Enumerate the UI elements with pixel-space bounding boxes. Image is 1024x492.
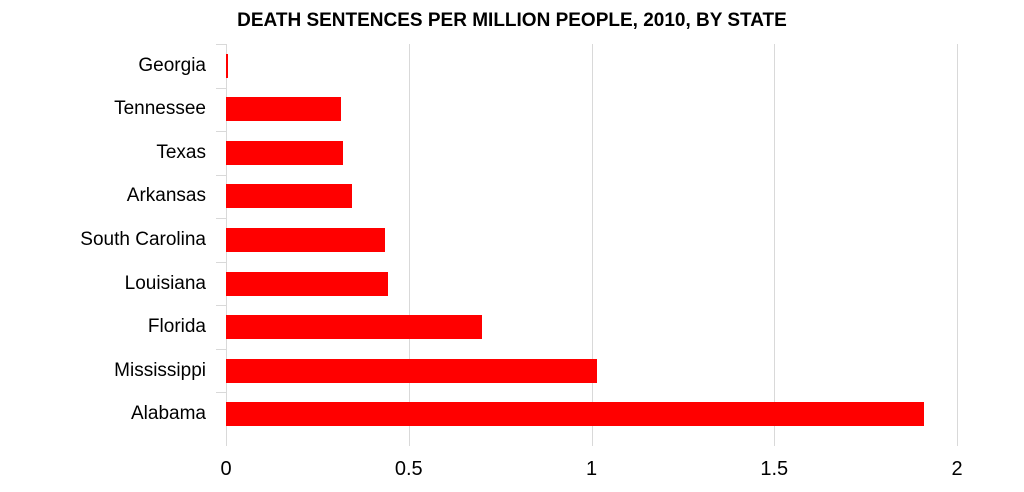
y-tick [216, 174, 226, 176]
x-tick-label: 1 [585, 458, 598, 480]
y-category-label: Mississippi [114, 359, 206, 381]
y-category-label: Georgia [138, 54, 206, 76]
y-tick [216, 348, 226, 350]
x-tick [226, 436, 227, 446]
y-category-label: Texas [156, 141, 206, 163]
y-tick [216, 44, 226, 45]
gridline [591, 44, 593, 436]
y-category-label: Alabama [131, 403, 206, 425]
bar [226, 228, 385, 252]
y-tick [216, 305, 226, 307]
bar-row [226, 271, 957, 296]
gridline [408, 44, 410, 436]
plot-area [216, 44, 958, 446]
x-tick [408, 436, 410, 446]
y-category-label: Tennessee [114, 98, 206, 120]
x-tick [957, 436, 958, 446]
bar-row [226, 184, 957, 209]
bar-row [226, 140, 957, 165]
x-tick [591, 436, 593, 446]
bar [226, 315, 482, 340]
gridline [957, 44, 958, 436]
y-category-label: Florida [147, 316, 206, 338]
y-category-label: South Carolina [80, 229, 206, 250]
bar-row [226, 97, 957, 122]
y-tick [216, 261, 226, 263]
x-tick-label: 1.5 [760, 458, 789, 480]
bar-row [226, 315, 957, 340]
bar [226, 402, 925, 427]
bar [226, 271, 388, 296]
bar [226, 358, 597, 383]
bar-row [226, 228, 957, 252]
x-tick-label: 0 [220, 458, 232, 480]
bar-row [226, 53, 957, 78]
bar [226, 184, 353, 209]
y-tick [216, 218, 226, 220]
y-tick [216, 392, 226, 394]
gridline [774, 44, 776, 436]
y-category-label: Arkansas [126, 185, 206, 207]
y-category-label: Louisiana [124, 272, 206, 294]
bar-row [226, 358, 957, 383]
bar [226, 53, 228, 78]
y-tick [216, 87, 226, 89]
y-tick [216, 131, 226, 133]
bar-row [226, 402, 957, 427]
bar [226, 140, 343, 165]
x-tick-label: 0.5 [394, 458, 423, 480]
chart-title: DEATH SENTENCES PER MILLION PEOPLE, 2010… [237, 10, 787, 31]
bar [226, 97, 342, 122]
x-tick [774, 436, 776, 446]
x-tick-label: 2 [951, 458, 963, 480]
